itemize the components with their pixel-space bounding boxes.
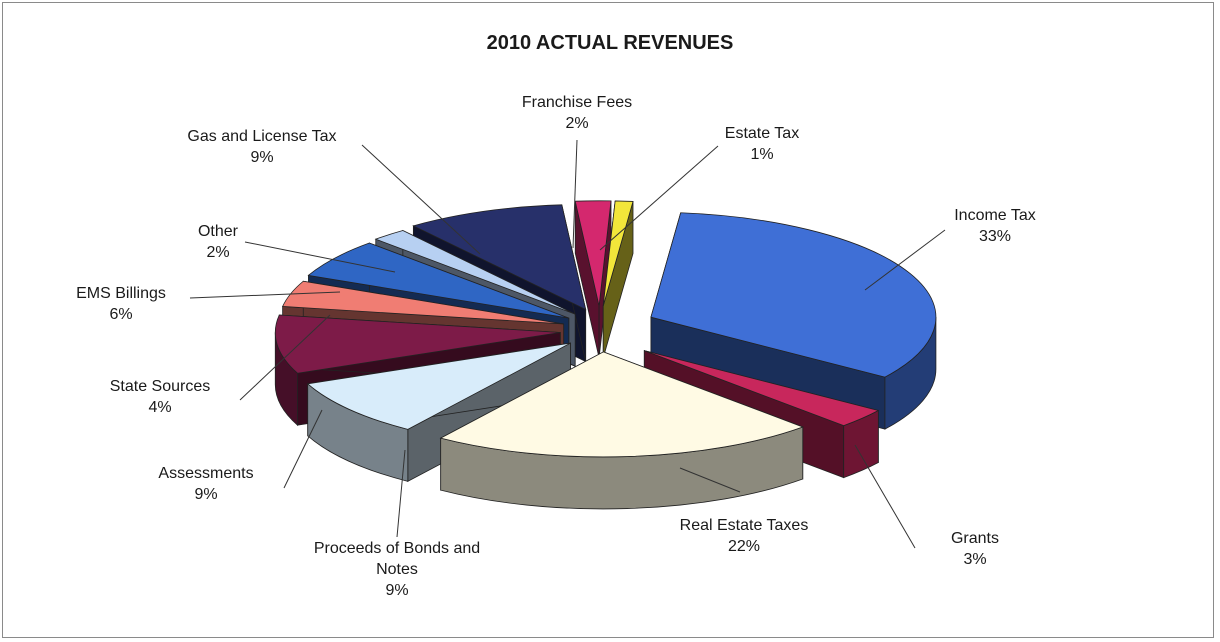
data-label-state-sources: State Sources 4% [110, 378, 211, 416]
leader-line-other [244, 241, 396, 273]
leader-line-estate-tax [599, 145, 719, 251]
leader-line-ems-billings [189, 291, 341, 299]
leader-line-real-estate-taxes [679, 467, 741, 493]
data-label-gas-and-license-tax: Gas and License Tax 9% [187, 128, 336, 166]
data-label-income-tax: Income Tax 33% [954, 207, 1036, 245]
leader-line-income-tax [864, 229, 946, 291]
pie-slice-real-estate-taxes [439, 351, 804, 510]
data-label-grants: Grants 3% [951, 530, 999, 568]
leader-line-gas-and-license-tax [361, 144, 481, 255]
leader-line-grants [854, 444, 916, 549]
data-label-franchise-fees: Franchise Fees 2% [522, 94, 632, 132]
data-label-proceeds-of-bonds-and-notes: Proceeds of Bonds and Notes 9% [314, 540, 480, 599]
leader-line-franchise-fees [572, 139, 578, 249]
leader-line-proceeds-of-bonds-and-notes [396, 449, 406, 538]
data-label-other: Other 2% [198, 223, 239, 261]
data-label-assessments: Assessments 9% [158, 465, 253, 503]
leader-line-state-sources [239, 314, 331, 401]
data-label-real-estate-taxes: Real Estate Taxes 22% [680, 517, 809, 555]
data-label-ems-billings: EMS Billings 6% [76, 285, 166, 323]
chart-title: 2010 ACTUAL REVENUES [486, 32, 734, 54]
data-label-estate-tax: Estate Tax 1% [725, 125, 799, 163]
pie-slice-franchise-fees [574, 200, 612, 358]
leader-line-assessments [283, 409, 323, 489]
